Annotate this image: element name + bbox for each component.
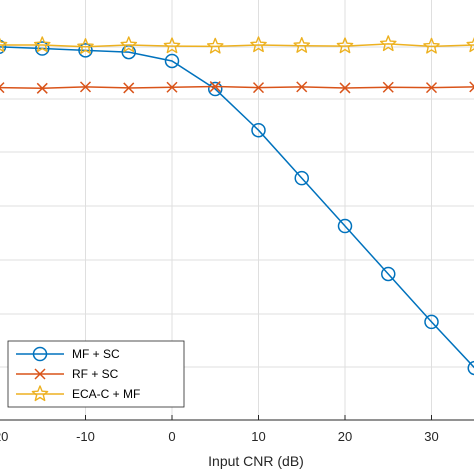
data-point [382, 81, 394, 93]
x-marker-stroke [382, 81, 394, 93]
x-marker-stroke [209, 81, 221, 93]
x-marker-stroke [34, 368, 46, 380]
legend-label: ECA-C + MF [72, 387, 140, 401]
series-circle [0, 39, 474, 376]
grid-lines [0, 0, 474, 420]
data-point [337, 218, 353, 234]
data-point [293, 37, 311, 53]
data-point [164, 53, 180, 69]
data-point [79, 81, 92, 93]
data-point [425, 82, 438, 94]
legend-entry: RF + SC [16, 367, 119, 381]
data-point [0, 39, 7, 54]
x-tick-label: 10 [251, 429, 265, 444]
x-tick-label: -20 [0, 429, 8, 444]
series-line [0, 85, 474, 90]
data-point [78, 43, 93, 58]
legend-marker [31, 385, 49, 402]
data-point [423, 37, 440, 54]
x-tick-label: 30 [424, 429, 438, 444]
legend-marker [32, 346, 48, 362]
data-point [166, 81, 178, 93]
data-point [36, 82, 48, 94]
data-point [208, 81, 223, 97]
x-tick-label: 20 [338, 429, 352, 444]
x-marker-stroke [123, 82, 135, 94]
x-axis-title: Input CNR (dB) [208, 453, 304, 469]
data-point [252, 82, 265, 94]
legend-entry: ECA-C + MF [16, 385, 140, 402]
x-marker-stroke [425, 82, 438, 94]
series-line [0, 43, 474, 48]
data-point [163, 37, 181, 54]
legend-entry: MF + SC [16, 346, 120, 362]
data-point [381, 266, 396, 282]
legend-marker [34, 368, 46, 380]
x-marker-stroke [296, 81, 308, 93]
legend-label: MF + SC [72, 347, 120, 361]
x-marker-stroke [469, 86, 474, 93]
x-marker-stroke [166, 81, 178, 93]
data-point [33, 36, 51, 53]
x-tick-label: 0 [168, 429, 175, 444]
x-marker-stroke [36, 82, 48, 94]
data-point [339, 82, 351, 94]
data-point [379, 35, 397, 52]
data-point [467, 360, 474, 376]
data-point [77, 38, 94, 54]
x-marker-stroke [0, 87, 5, 94]
x-marker-stroke [79, 81, 92, 93]
data-point [294, 170, 309, 186]
x-tick-labels: -20 -10 0 10 20 30 [0, 429, 439, 444]
data-point [209, 81, 221, 93]
data-point [251, 122, 266, 138]
axes [0, 415, 474, 421]
x-marker-stroke [339, 82, 351, 94]
x-marker-stroke [469, 81, 474, 88]
legend-label: RF + SC [72, 367, 119, 381]
series-x [0, 81, 474, 94]
x-tick-label: -10 [76, 429, 95, 444]
data-point [35, 41, 50, 56]
data-point [250, 36, 267, 53]
data-point [336, 37, 354, 54]
data-point [206, 37, 224, 54]
data-point [120, 36, 138, 53]
series-layer [0, 35, 474, 376]
data-point [0, 82, 5, 94]
x-marker-stroke [252, 82, 265, 94]
x-marker-stroke [0, 82, 5, 88]
legend: MF + SC RF + SC ECA-C + MF [7, 340, 185, 408]
data-point [123, 82, 135, 94]
series-star [0, 35, 474, 54]
data-point [424, 314, 439, 330]
data-point [296, 81, 308, 93]
data-point [466, 36, 474, 53]
data-point [0, 37, 8, 53]
data-point [469, 81, 474, 93]
